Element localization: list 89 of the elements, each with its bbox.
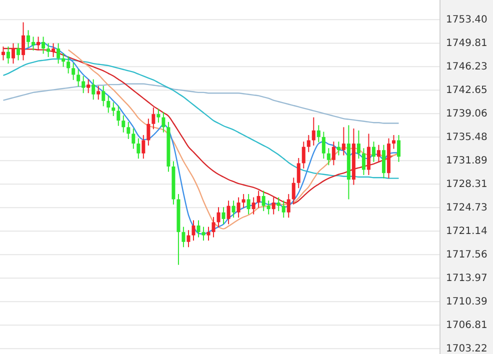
y-tick-label: 1710.39 [446,296,488,308]
candlestick [66,56,70,74]
candlestick [272,196,276,215]
candlestick [226,200,230,225]
y-tick-label: 1753.40 [446,14,488,26]
candlestick [276,196,280,212]
candlestick [86,78,90,94]
candlestick [236,196,240,218]
candlestick [152,107,156,130]
candlestick [372,141,376,162]
candlestick [392,134,396,150]
candlestick [42,36,46,54]
candlestick [72,62,76,80]
y-tick-label: 1739.06 [446,108,488,120]
candlestick [256,190,260,208]
y-tick-label: 1749.81 [446,38,488,49]
candlestick [192,220,196,242]
y-tick-label: 1735.48 [446,132,488,143]
y-tick-label: 1728.31 [446,178,488,190]
candlestick [396,134,400,162]
candlestick [202,226,206,242]
candlestick [292,177,296,206]
candlestick [52,42,56,58]
y-tick-label: 1706.81 [446,320,488,331]
candlestick [316,124,320,143]
candlestick [112,102,116,117]
candlestick [32,36,36,51]
candlestick [2,46,6,61]
candlestick [62,52,66,68]
candlestick [206,226,210,242]
candlestick [26,30,30,48]
candlestick [216,206,220,228]
candlestick [96,85,100,100]
y-tick-label: 1742.65 [446,84,488,96]
candlestick [322,131,326,160]
candlestick [82,76,86,94]
candlestick [122,114,126,133]
candlestick [232,200,236,218]
candlestick [116,105,120,126]
y-tick-label: 1717.56 [446,249,488,260]
candlestick [362,148,366,176]
candlestick [162,112,166,133]
candlestick [356,130,360,160]
candlestick [186,230,190,248]
y-tick-label: 1731.89 [446,155,488,166]
candlestick [106,95,110,114]
candlestick [252,196,256,215]
y-tick-label: 1724.73 [446,202,488,214]
candlestick [326,148,330,166]
candlestick [102,85,106,107]
y-tick-label: 1721.14 [446,226,488,237]
candlestick [286,194,290,218]
y-tick-label: 1703.22 [446,343,488,354]
candlestick [136,138,140,160]
candlestick [282,200,286,218]
candlestick [146,118,150,146]
candlestick [16,42,20,61]
candlestick [6,46,10,64]
candlestick [376,144,380,162]
candlestick [46,42,50,58]
candlestick [332,141,336,166]
candlestick [302,141,306,169]
candlestick [312,116,316,146]
candlestick [366,133,370,176]
candlestick [342,126,346,156]
candlestick [212,216,216,238]
candlestick [126,121,130,140]
candlestick [336,141,340,156]
candlestick [22,22,26,61]
candlestick [222,206,226,225]
candlestick [76,68,80,88]
candlestick [266,200,270,215]
candlestick [246,194,250,215]
candlestick [156,108,160,124]
candlestick [196,220,200,238]
candlestick [242,194,246,208]
candlestick [132,128,136,150]
candlestick [182,226,186,248]
y-tick-label: 1713.97 [446,272,488,284]
candlestick [56,42,60,64]
y-tick-label: 1746.23 [446,61,488,72]
candlestick [306,134,310,153]
candlestick [262,190,266,212]
candlestick [296,157,300,189]
candlestick [92,78,96,100]
candlestick [12,42,16,64]
candlestick [142,134,146,160]
candlestick [382,144,386,179]
candlestick [36,36,40,51]
